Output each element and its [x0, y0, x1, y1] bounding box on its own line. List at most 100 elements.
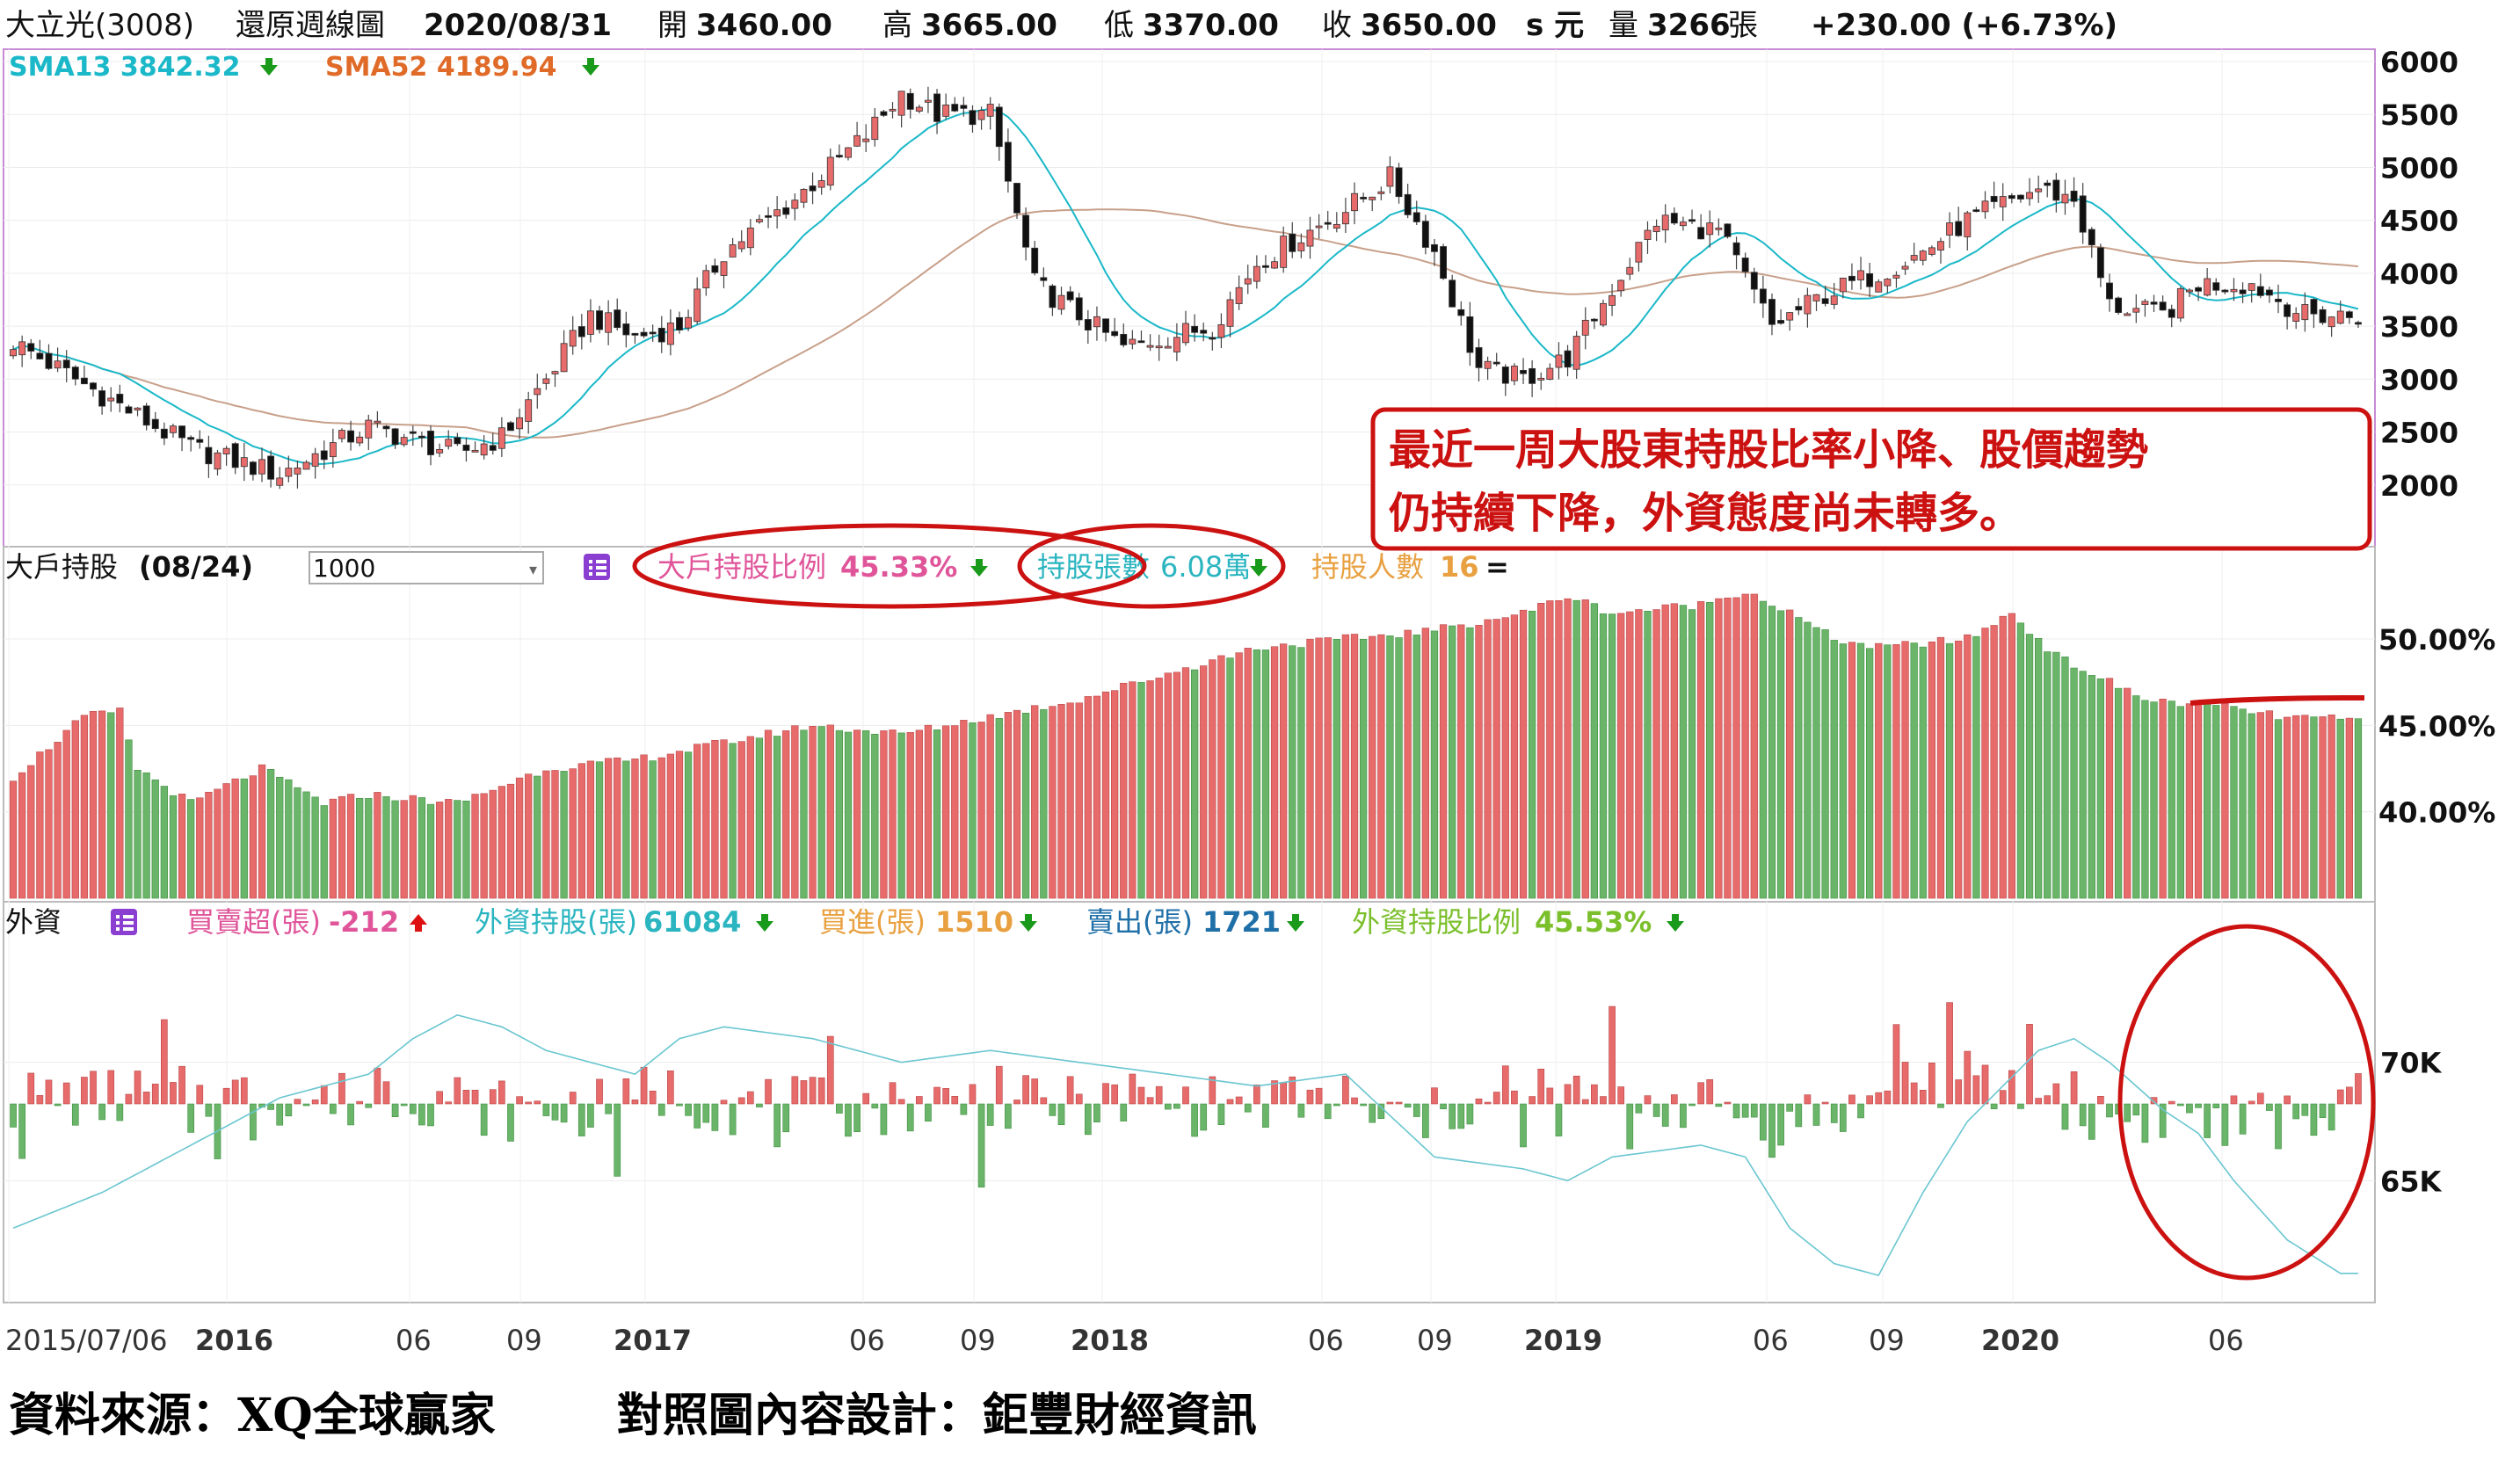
foreign-net-bar	[800, 1080, 808, 1105]
foreign-net-bar	[1680, 1103, 1687, 1129]
chevron-down-icon[interactable]: ▾	[529, 561, 537, 579]
candle-body	[1919, 250, 1927, 261]
foreign-net-bar	[445, 1101, 453, 1105]
low-value: 3370.00	[1143, 8, 1279, 43]
holder-bar	[142, 772, 150, 899]
candle-body	[1191, 325, 1199, 333]
list-settings-icon[interactable]	[111, 909, 137, 935]
foreign-holding-path	[12, 1013, 2358, 1277]
foreign-net-bar	[986, 1103, 994, 1126]
foreign-net-bar	[2292, 1103, 2300, 1120]
candle-body	[2070, 190, 2078, 202]
candle-body	[462, 444, 470, 451]
foreign-net-bar	[596, 1078, 603, 1105]
holder-bar	[2194, 700, 2203, 899]
holder-bar	[196, 797, 204, 899]
candle-body	[1217, 324, 1225, 338]
candle-body	[2336, 310, 2344, 324]
holder-bar	[1892, 643, 1900, 899]
candle-body	[1910, 255, 1918, 261]
holder-bar	[1741, 593, 1749, 899]
holder-bar	[1608, 613, 1616, 899]
candle-body	[640, 331, 648, 337]
candle-body	[27, 343, 35, 352]
holder-bar	[1350, 634, 1359, 899]
holder-bar	[1670, 603, 1678, 899]
holder-bar	[942, 725, 950, 899]
holder-bar	[1137, 682, 1145, 899]
holder-bar	[1999, 615, 2007, 899]
footer: 資料來源：XQ全球贏家 對照圖內容設計：鉅豐財經資訊	[9, 1378, 1362, 1448]
foreign-ratio-label: 外資持股比例	[1352, 905, 1521, 939]
candle-body	[90, 382, 97, 390]
candle-body	[1031, 247, 1039, 274]
candle-body	[1164, 345, 1172, 349]
foreign-net-bar	[170, 1082, 177, 1105]
candle-body	[2088, 229, 2095, 245]
foreign-net-bar	[2195, 1103, 2202, 1108]
candle-body	[285, 468, 293, 477]
holder-bar	[445, 799, 453, 899]
quote-date: 2020/08/31	[424, 8, 612, 43]
candle-body	[1484, 360, 1492, 369]
holder-bar	[178, 794, 186, 899]
foreign-tick-label: 70K	[2380, 1047, 2443, 1080]
holder-bar	[222, 783, 230, 899]
foreign-net-bar	[1981, 1064, 1989, 1105]
holder-bar	[1093, 695, 1101, 899]
holder-bar	[409, 795, 417, 899]
holder-bar	[986, 714, 994, 899]
holder-bar	[329, 798, 337, 899]
foreign-net-bar	[933, 1086, 940, 1105]
foreign-net-bar	[1306, 1089, 1314, 1105]
foreign-net-bar	[454, 1077, 461, 1105]
foreign-net-bar	[737, 1097, 745, 1105]
foreign-net-bar	[1972, 1075, 1980, 1105]
foreign-net-bar	[1492, 1092, 1500, 1105]
foreign-net-bar	[1333, 1103, 1340, 1107]
sma13-down-arrow-icon	[260, 58, 278, 76]
holder-bar	[454, 800, 461, 899]
candle-body	[586, 310, 594, 335]
candle-body	[2355, 322, 2362, 325]
foreign-net-bar	[1422, 1103, 1429, 1138]
candle-body	[1457, 308, 1465, 316]
foreign-net-bar	[1404, 1103, 1412, 1108]
x-tick-label: 06	[396, 1324, 432, 1357]
holder-bar	[897, 732, 905, 899]
foreign-net-bar	[516, 1096, 523, 1105]
threshold-select[interactable]	[309, 551, 544, 584]
candle-body	[666, 323, 674, 345]
quote-header: 大立光(3008) 還原週線圖 2020/08/31 開 3460.00 高 3…	[5, 8, 2117, 43]
holder-bar	[2159, 699, 2167, 899]
x-tick-label: 2016	[195, 1324, 273, 1357]
list-settings-icon[interactable]	[584, 554, 610, 580]
candle-body	[1315, 225, 1323, 229]
foreign-net-bar	[1377, 1103, 1385, 1120]
candle-body	[1146, 345, 1154, 348]
candle-body	[1572, 336, 1580, 370]
holder-header: 大戶持股 (08/24) 1000 ▾ 大戶持股比例 45.33% 持股張數 6…	[5, 523, 1509, 609]
holder-bar	[995, 718, 1003, 899]
foreign-net-bar	[1022, 1075, 1029, 1105]
candle-body	[622, 323, 630, 336]
foreign-net-bar	[1591, 1084, 1598, 1105]
candle-body	[1750, 272, 1758, 290]
holder-bar	[2256, 712, 2264, 899]
holder-bar	[853, 730, 861, 899]
holder-bar	[1919, 646, 1927, 899]
holder-bar	[471, 794, 479, 899]
holder-bar	[1297, 647, 1305, 899]
foreign-net-bar	[1066, 1076, 1074, 1105]
holder-bar	[1333, 639, 1340, 899]
foreign-ratio-down-arrow-icon	[1667, 914, 1684, 932]
foreign-net-bar	[1120, 1103, 1128, 1121]
holder-bar	[1013, 709, 1021, 899]
holder-bar	[711, 739, 719, 899]
candle-body	[1297, 242, 1305, 251]
foreign-net-bar	[2132, 1103, 2140, 1116]
foreign-net-bar	[98, 1103, 105, 1121]
holder-bar	[346, 794, 355, 899]
foreign-net-bar	[1884, 1090, 1892, 1105]
foreign-net-bar	[1146, 1097, 1154, 1105]
